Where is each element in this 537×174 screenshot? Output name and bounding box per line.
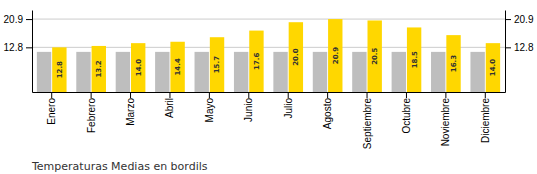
tick-label: 20.9 [4,14,24,25]
tick-mark [367,92,368,98]
tick: Septiembre [362,92,373,149]
chart: 12.8 13.2 14.0 14.4 15.7 17.6 20.0 20.9 20.5 18.5… [0,0,537,174]
y-left-axis: 12.8 20.9 [4,11,33,93]
bars [37,19,500,92]
data-label: 20.0 [292,48,300,65]
title: Temperaturas Medias en bordils [31,160,208,173]
data-label: 20.9 [332,47,340,64]
data-label: 20.5 [371,47,379,64]
bar [195,52,209,92]
bar [155,52,169,92]
axis-line [32,11,33,93]
tick-label: Enero [46,98,57,125]
bar [273,52,287,92]
tick-mark [26,19,32,20]
tick: Diciembre [480,92,491,143]
tick-label: Febrero [86,98,97,133]
plot: 12.8 13.2 14.0 14.4 15.7 17.6 20.0 20.9 20.5 18.5… [4,11,534,150]
tick-mark [485,92,486,98]
bar [37,52,51,92]
tick-label: Octubre [401,98,412,134]
tick-label: 12.8 [514,42,534,53]
tick-mark [130,92,131,98]
tick-label: Noviembre [440,98,451,147]
tick-mark [26,47,32,48]
tick-label: Diciembre [480,98,491,143]
tick-mark [288,92,289,98]
bar [249,31,263,92]
tick: Marzo [125,92,136,126]
bar [431,52,445,92]
data-label: 14.4 [174,58,182,75]
data-labels: 12.8 13.2 14.0 14.4 15.7 17.6 20.0 20.9 20.5 18.5… [56,47,498,79]
tick: Mayo [204,92,215,122]
bar [116,52,130,92]
bar [352,52,366,92]
tick-label: 20.9 [514,14,534,25]
tick-mark [51,92,52,98]
grid [32,19,505,47]
data-label: 14.0 [135,59,143,76]
tick-label: Mayo [204,98,215,123]
bar [313,52,327,92]
tick: Enero [46,92,57,125]
bar [131,43,145,92]
tick: Julio [283,92,294,119]
tick-label: Marzo [125,98,136,126]
grid-line [32,19,505,20]
tick-mark [91,92,92,98]
tick-mark [505,47,511,48]
y-right-axis: 12.8 20.9 [505,11,534,93]
tick-label: 12.8 [4,42,24,53]
tick-label: Abril [164,98,175,118]
data-label: 12.8 [56,61,64,78]
bar [446,35,460,92]
tick-label: Julio [283,98,294,119]
tick: 20.9 [505,14,534,25]
tick-mark [406,92,407,98]
axis-line [505,11,506,93]
data-label: 15.7 [213,56,221,73]
bar [407,27,421,92]
tick: 12.8 [4,42,32,53]
data-label: 16.3 [450,55,458,72]
tick-mark [169,92,170,98]
tick-mark [248,92,249,98]
tick-mark [445,92,446,98]
tick: Noviembre [440,92,451,146]
tick-mark [209,92,210,98]
bar [486,43,500,92]
tick-label: Junio [243,98,254,122]
tick-mark [505,19,511,20]
data-label: 18.5 [411,51,419,68]
bar [92,46,106,92]
bar [392,52,406,92]
bar [328,19,342,92]
bar [210,37,224,92]
x-axis: Enero Febrero Marzo Abril Mayo Junio Julio Agos… [33,92,506,149]
tick: Octubre [401,92,412,134]
tick: Abril [164,92,175,118]
tick-mark [327,92,328,98]
tick: Junio [243,92,254,122]
bar [289,22,303,92]
data-label: 13.2 [95,60,103,77]
tick: Febrero [86,92,97,133]
bar [470,52,484,92]
bar [170,42,184,92]
data-label: 17.6 [253,53,261,70]
data-label: 14.0 [489,59,497,76]
bar [234,52,248,92]
axis-line [33,92,506,93]
tick-label: Agosto [322,98,333,130]
tick: Agosto [322,92,333,129]
bar [76,52,90,92]
bar [52,47,66,92]
tick: 12.8 [505,42,534,53]
bar [368,20,382,92]
tick: 20.9 [4,14,32,25]
tick-label: Septiembre [362,98,373,150]
